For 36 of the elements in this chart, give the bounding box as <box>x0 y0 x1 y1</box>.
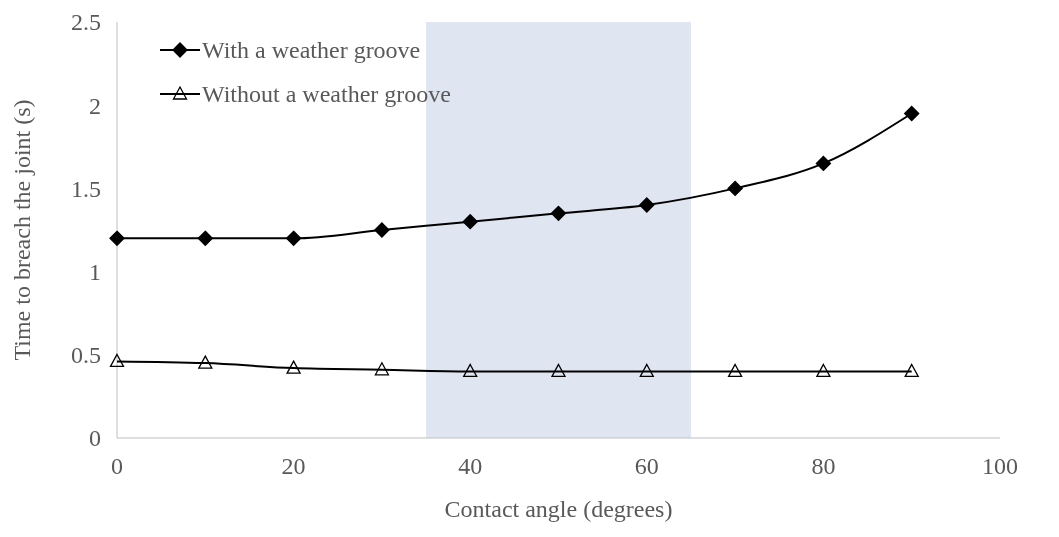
point <box>815 155 832 172</box>
legend-label: With a weather groove <box>202 37 421 64</box>
point <box>374 222 390 238</box>
point <box>285 230 302 246</box>
y-tick-label: 0.5 <box>71 342 101 369</box>
x-tick-label: 80 <box>811 453 836 479</box>
x-tick-label: 40 <box>458 453 483 479</box>
point <box>904 363 919 378</box>
y-axis-title: Time to breach the joint (s) <box>9 99 35 361</box>
point <box>109 230 125 246</box>
x-tick-label: 20 <box>281 453 306 479</box>
point <box>727 180 743 197</box>
point <box>197 230 213 246</box>
y-tick-label: 2 <box>89 92 101 119</box>
x-tick-label: 60 <box>634 453 659 479</box>
y-tick-label: 1 <box>89 259 101 285</box>
point <box>639 197 655 213</box>
point <box>904 105 920 122</box>
legend-label: Without a weather groove <box>202 81 451 108</box>
x-tick-label: 0 <box>111 453 123 479</box>
point <box>639 363 654 378</box>
point <box>551 363 566 378</box>
point <box>816 363 831 378</box>
y-tick-label: 2.5 <box>71 9 101 36</box>
y-tick-label: 1.5 <box>71 175 101 202</box>
point <box>198 355 213 369</box>
point <box>109 353 125 368</box>
point <box>286 360 301 374</box>
point <box>374 362 390 376</box>
x-tick-label: 100 <box>982 453 1018 479</box>
x-axis-title: Contact angle (degrees) <box>444 496 673 522</box>
point <box>727 363 743 378</box>
point <box>463 363 478 378</box>
y-tick-label: 0 <box>89 425 101 452</box>
point <box>550 205 567 222</box>
point <box>462 214 478 230</box>
